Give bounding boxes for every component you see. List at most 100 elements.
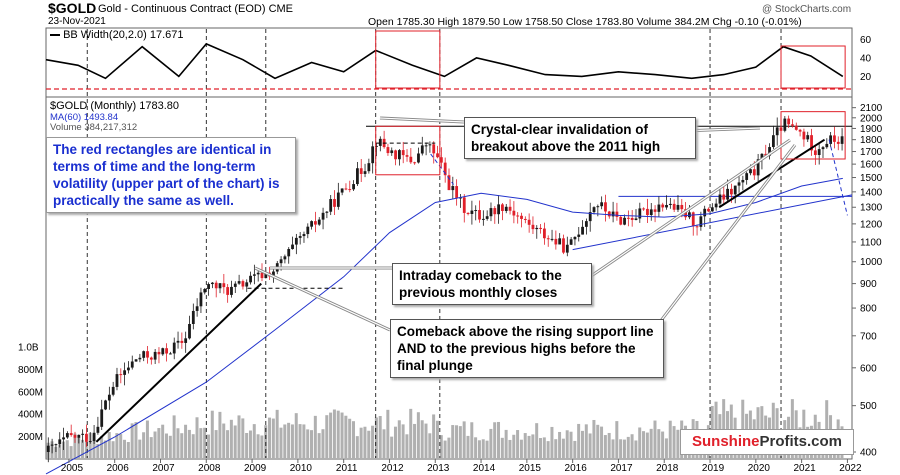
candle-body bbox=[344, 188, 348, 190]
candle-body bbox=[287, 249, 291, 257]
chart-symbol: $GOLD bbox=[48, 0, 97, 16]
candle-body bbox=[100, 409, 104, 427]
candle-body bbox=[50, 444, 54, 446]
price-tick-label: 1300 bbox=[860, 203, 883, 214]
candle-body bbox=[668, 203, 672, 206]
volume-bar bbox=[500, 437, 504, 459]
volume-bar bbox=[260, 435, 264, 459]
year-tick-label: 2005 bbox=[61, 463, 84, 474]
volume-bar bbox=[584, 424, 588, 459]
candle-body bbox=[478, 210, 481, 220]
candle-body bbox=[302, 234, 306, 237]
candle-body bbox=[161, 348, 165, 355]
volume-bar bbox=[336, 410, 340, 459]
volume-bar bbox=[538, 438, 542, 459]
pointer-invalidation-2011-inner bbox=[379, 117, 465, 123]
chart-exchange: CME bbox=[268, 3, 294, 15]
candle-body bbox=[191, 310, 195, 324]
candle-body bbox=[260, 272, 264, 279]
candle-body bbox=[359, 168, 363, 174]
invalidation-note: Crystal-clear invalidation of breakout a… bbox=[464, 117, 696, 159]
candle-body bbox=[169, 353, 172, 355]
candle-body bbox=[88, 441, 92, 443]
candle-body bbox=[825, 143, 829, 148]
candle-body bbox=[527, 219, 531, 225]
price-tick-label: 800 bbox=[860, 304, 877, 315]
candle-body bbox=[146, 351, 149, 358]
candle-body bbox=[630, 217, 634, 220]
candle-body bbox=[424, 145, 428, 147]
chart-description-text: Gold - Continuous Contract (EOD) bbox=[98, 3, 266, 15]
candle-body bbox=[291, 244, 294, 250]
volume-bar bbox=[596, 424, 600, 459]
candle-body bbox=[272, 271, 275, 277]
candle-body bbox=[226, 287, 230, 295]
volume-bar bbox=[203, 427, 207, 459]
volume-bar bbox=[485, 440, 489, 459]
candle-body bbox=[432, 144, 436, 154]
candle-body bbox=[62, 437, 65, 440]
volume-bar bbox=[428, 433, 432, 459]
volume-bar bbox=[226, 430, 230, 459]
volume-bar bbox=[306, 429, 310, 459]
volume-bar bbox=[184, 424, 188, 459]
upper-legend: BB Width(20,2.0) 17.671 bbox=[50, 29, 184, 41]
volume-bar bbox=[54, 446, 58, 459]
candle-body bbox=[214, 282, 218, 289]
volume-bar bbox=[279, 427, 283, 459]
candle-body bbox=[283, 256, 287, 260]
volume-bar bbox=[657, 429, 661, 459]
candle-body bbox=[172, 342, 176, 354]
candle-body bbox=[562, 238, 565, 253]
candle-body bbox=[390, 150, 394, 154]
volume-bar bbox=[634, 440, 638, 459]
candle-body bbox=[153, 351, 157, 360]
volume-bar bbox=[145, 420, 149, 459]
volume-bar bbox=[271, 418, 275, 459]
candle-body bbox=[703, 208, 707, 217]
candle-body bbox=[77, 434, 81, 438]
candle-body bbox=[665, 205, 668, 208]
candle-body bbox=[447, 175, 451, 191]
volume-bar bbox=[153, 431, 157, 459]
candle-body bbox=[726, 188, 729, 200]
bb-rect-2011 bbox=[375, 30, 441, 89]
candle-body bbox=[523, 218, 527, 220]
candle-body bbox=[768, 147, 771, 156]
support-line-comeback-note: Comeback above the rising support line A… bbox=[390, 319, 664, 378]
volume-bar bbox=[401, 424, 405, 459]
volume-bar bbox=[497, 421, 501, 459]
volume-bar bbox=[577, 423, 581, 459]
projection-2022 bbox=[828, 139, 848, 216]
candle-body bbox=[730, 188, 733, 195]
volume-bar bbox=[298, 424, 302, 459]
volume-tick-label: 800M bbox=[18, 365, 43, 376]
year-tick-label: 2022 bbox=[839, 463, 862, 474]
volume-bar bbox=[531, 434, 535, 459]
volume-bar bbox=[351, 421, 355, 459]
volume-bar bbox=[317, 433, 321, 459]
volume-bar bbox=[103, 440, 107, 459]
candle-body bbox=[504, 206, 508, 211]
pointer-support-2008-inner bbox=[254, 267, 391, 331]
volume-bar bbox=[413, 423, 417, 459]
candle-body bbox=[165, 348, 168, 354]
volume-bar bbox=[439, 435, 443, 459]
volume-bar bbox=[363, 426, 367, 459]
volume-bar bbox=[470, 422, 474, 459]
price-legend-text: $GOLD (Monthly) 1783.80 bbox=[50, 100, 180, 112]
pointer-support-2021-inner bbox=[649, 144, 796, 336]
candle-body bbox=[607, 211, 611, 217]
price-tick-label: 1600 bbox=[860, 160, 883, 171]
volume-bar bbox=[245, 432, 249, 459]
chart-description: Gold - Continuous Contract (EOD) CME bbox=[98, 3, 293, 15]
volume-bar bbox=[661, 431, 665, 459]
candle-body bbox=[188, 323, 191, 339]
volume-bar bbox=[668, 420, 672, 459]
volume-bar bbox=[157, 428, 161, 459]
volume-bar bbox=[447, 437, 451, 459]
candle-body bbox=[386, 147, 390, 154]
price-tick-label: 400 bbox=[860, 448, 877, 459]
volume-bar bbox=[672, 426, 676, 459]
year-tick-label: 2015 bbox=[519, 463, 542, 474]
